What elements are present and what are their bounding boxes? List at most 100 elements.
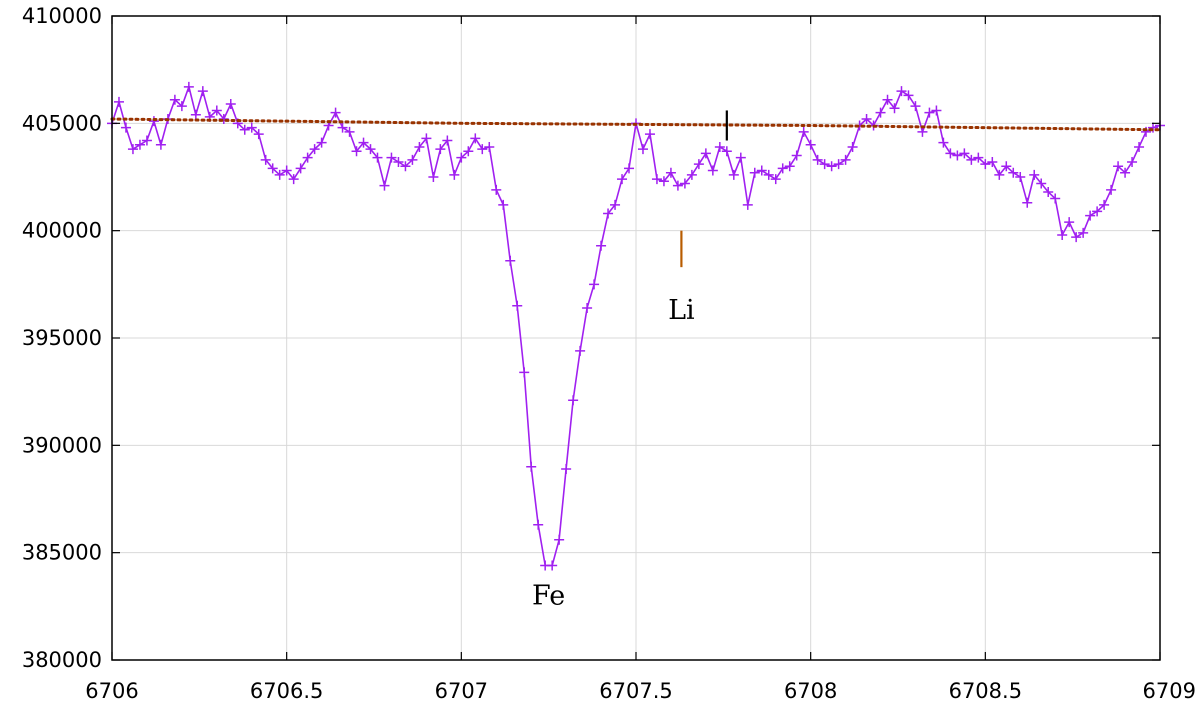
spectrum-point: [952, 150, 963, 161]
spectrum-point: [973, 152, 984, 163]
spectrum-point: [484, 141, 495, 152]
spectrum-point: [183, 81, 194, 92]
spectrum-point: [127, 144, 138, 155]
y-tick-label: 390000: [22, 433, 102, 457]
spectrum-point: [1001, 161, 1012, 172]
spectrum-point: [980, 159, 991, 170]
spectrum-point: [554, 534, 565, 545]
spectrum-point: [889, 103, 900, 114]
spectrum-point: [651, 174, 662, 185]
spectrum-point: [805, 139, 816, 150]
spectrum-point: [281, 165, 292, 176]
spectrum-point: [610, 199, 621, 210]
spectrum-point: [547, 560, 558, 571]
spectrum-point: [819, 159, 830, 170]
spectrum-point: [861, 114, 872, 125]
spectrum-point: [1015, 172, 1026, 182]
spectrum-point: [875, 107, 886, 118]
x-tick-label: 6707.5: [599, 679, 672, 703]
spectrum-point: [491, 184, 502, 195]
spectrum-point: [917, 126, 928, 137]
spectrum-point: [449, 169, 460, 180]
spectrum-point: [910, 101, 921, 112]
spectrum-point: [1022, 197, 1033, 208]
spectrum-point: [770, 174, 781, 185]
spectrum-point: [428, 172, 439, 182]
x-tick-label: 6708.5: [949, 679, 1022, 703]
spectrum-point: [840, 154, 851, 165]
y-tick-label: 400000: [22, 219, 102, 243]
spectrum-point: [896, 86, 907, 97]
spectrum-point: [1148, 122, 1159, 133]
spectrum-point: [512, 300, 523, 311]
spectrum-point: [407, 154, 418, 165]
spectrum-point: [463, 146, 474, 157]
spectrum-point: [113, 96, 124, 107]
x-tick-label: 6707: [435, 679, 488, 703]
spectrum-point: [225, 99, 236, 110]
spectrum-point: [414, 141, 425, 152]
spectrum-point: [1120, 167, 1131, 178]
spectrum-point: [959, 148, 970, 159]
spectrum-point: [1057, 229, 1068, 240]
spectrum-point: [386, 152, 397, 163]
spectrum-point: [372, 152, 383, 163]
spectrum-point: [246, 122, 257, 133]
spectrum-point: [260, 154, 271, 165]
spectrum-point: [1092, 206, 1103, 217]
x-tick-label: 6706.5: [250, 679, 323, 703]
spectrum-point: [617, 174, 628, 185]
spectrum-point: [931, 105, 942, 116]
spectrum-point: [624, 163, 635, 174]
spectrum-point: [665, 167, 676, 178]
spectrum-point: [400, 161, 411, 172]
spectrum-point: [735, 152, 746, 163]
spectrum-point: [1134, 141, 1145, 152]
spectrum-point: [309, 144, 320, 155]
spectrum-point: [526, 461, 537, 472]
spectrum-point: [141, 135, 152, 146]
spectrum-point: [728, 169, 739, 180]
spectrum-point: [239, 124, 250, 135]
spectrum-point: [561, 463, 572, 474]
spectrum-point: [1036, 178, 1047, 189]
spectrum-point: [253, 129, 264, 140]
spectrum-point: [421, 133, 432, 144]
spectrum-point: [966, 154, 977, 165]
spectrum-point: [197, 86, 208, 97]
spectrum-point: [316, 137, 327, 148]
spectrum-point: [693, 159, 704, 170]
spectrum-point: [847, 141, 858, 152]
spectrum-point: [211, 105, 222, 116]
spectrum-point: [1099, 199, 1110, 210]
spectrum-point: [358, 137, 369, 148]
annotation-fe: Fe: [532, 581, 565, 612]
spectrum-point: [798, 126, 809, 137]
spectrum-point: [924, 107, 935, 118]
spectrum-point: [365, 144, 376, 155]
spectrum-point: [134, 139, 145, 150]
spectrum-point: [826, 161, 837, 172]
spectrum-point: [994, 169, 1005, 180]
spectrum-point: [1078, 227, 1089, 238]
annotation-li: Li: [668, 295, 695, 326]
spectrum-point: [456, 152, 467, 163]
spectrum-point: [812, 154, 823, 165]
y-tick-label: 380000: [22, 648, 102, 672]
spectrum-point: [644, 129, 655, 140]
spectrum-point: [903, 90, 914, 101]
spectrum-point: [1043, 187, 1054, 198]
spectrum-point: [784, 161, 795, 172]
spectrum-point: [1050, 193, 1061, 204]
spectrum-point: [637, 144, 648, 155]
spectrum-point: [700, 148, 711, 159]
spectrum-point: [379, 180, 390, 191]
spectrum-point: [938, 137, 949, 148]
spectrum-point: [679, 178, 690, 189]
spectrum-point: [442, 135, 453, 146]
x-tick-label: 6708: [784, 679, 837, 703]
spectrum-point: [791, 150, 802, 161]
spectrum-point: [190, 109, 201, 120]
spectrum-point: [686, 169, 697, 180]
spectrum-point: [721, 146, 732, 157]
